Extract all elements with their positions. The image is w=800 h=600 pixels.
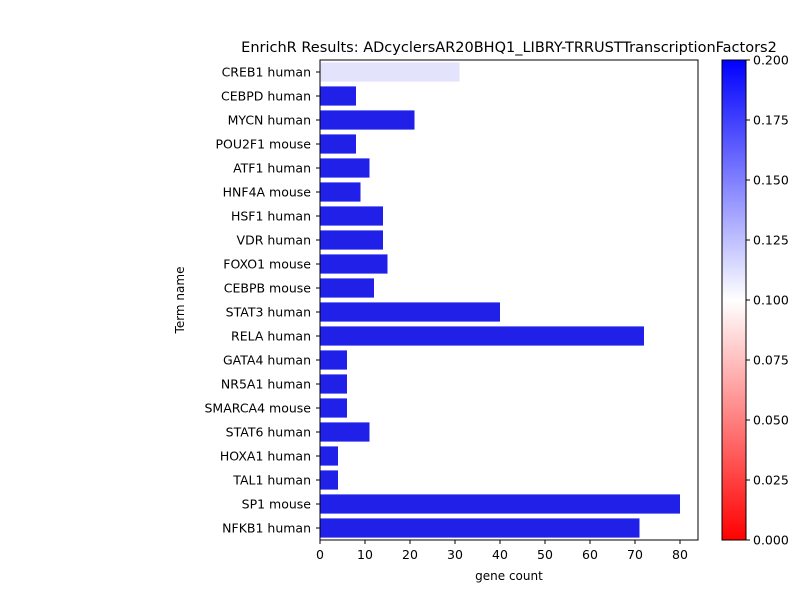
plot-frame (319, 59, 699, 541)
y-tick-label: NFKB1 human (222, 521, 311, 536)
colorbar-tick-label: 0.100 (753, 293, 789, 308)
bar (320, 350, 347, 370)
y-tick-label: ATF1 human (233, 161, 311, 176)
y-tick-label: NR5A1 human (221, 377, 311, 392)
bar (320, 446, 338, 466)
y-tick-label: RELA human (231, 329, 311, 344)
bar (320, 230, 383, 250)
y-tick-label: CEBPB mouse (224, 281, 312, 296)
x-tick-label: 50 (537, 547, 553, 562)
colorbar-tick-label: 0.150 (753, 173, 789, 188)
colorbar (721, 59, 747, 541)
y-tick-label: CREB1 human (222, 65, 311, 80)
bar (320, 278, 374, 298)
colorbar-tick-label: 0.050 (753, 413, 789, 428)
y-tick-label: TAL1 human (232, 473, 311, 488)
colorbar-ticks: 0.000 0.025 0.050 0.075 0.100 0.125 0.150 0.175… (746, 53, 789, 548)
bar (320, 518, 640, 538)
y-tick-label: MYCN human (228, 113, 311, 128)
colorbar-tick-label: 0.200 (753, 53, 789, 68)
chart-title: EnrichR Results: ADcyclersAR20BHQ1_LIBRY… (241, 40, 777, 56)
y-tick-label: POU2F1 mouse (215, 137, 311, 152)
colorbar-tick-label: 0.000 (753, 533, 789, 548)
bar (320, 206, 383, 226)
x-tick-label: 30 (447, 547, 463, 562)
y-axis-ticks: CREB1 human CEBPD human MYCN human POU2F1 m… (205, 65, 320, 536)
bar (320, 110, 415, 130)
colorbar-tick-label: 0.125 (753, 233, 789, 248)
bar (320, 302, 500, 322)
y-tick-label: HOXA1 human (220, 449, 311, 464)
y-tick-label: STAT6 human (226, 425, 311, 440)
x-tick-label: 20 (402, 547, 418, 562)
x-tick-label: 60 (582, 547, 598, 562)
y-tick-label: FOXO1 mouse (223, 257, 311, 272)
bar (320, 494, 680, 514)
y-tick-label: HSF1 human (231, 209, 311, 224)
bar (320, 374, 347, 394)
bar (320, 134, 356, 154)
x-axis-label: gene count (475, 569, 543, 583)
y-tick-label: CEBPD human (221, 89, 311, 104)
y-tick-label: SMARCA4 mouse (205, 401, 312, 416)
bar (320, 422, 370, 442)
colorbar-tick-label: 0.075 (753, 353, 789, 368)
colorbar-tick-label: 0.025 (753, 473, 789, 488)
bar (320, 254, 388, 274)
x-tick-label: 40 (492, 547, 508, 562)
bar (320, 158, 370, 178)
colorbar-tick-label: 0.175 (753, 113, 789, 128)
x-tick-label: 0 (316, 547, 324, 562)
bar (320, 326, 644, 346)
bar (320, 86, 356, 106)
y-axis-label: Term name (173, 267, 187, 335)
x-tick-label: 70 (627, 547, 643, 562)
bar (320, 182, 361, 202)
x-axis-ticks: 0 10 20 30 40 50 60 70 80 (316, 540, 688, 562)
x-tick-label: 10 (357, 547, 373, 562)
y-tick-label: STAT3 human (226, 305, 311, 320)
bar-group (320, 62, 680, 538)
bar (320, 470, 338, 490)
x-tick-label: 80 (672, 547, 688, 562)
y-tick-label: SP1 mouse (242, 497, 312, 512)
y-tick-label: VDR human (237, 233, 311, 248)
y-tick-label: HNF4A mouse (223, 185, 312, 200)
bar (320, 62, 460, 82)
y-tick-label: GATA4 human (223, 353, 311, 368)
bar (320, 398, 347, 418)
